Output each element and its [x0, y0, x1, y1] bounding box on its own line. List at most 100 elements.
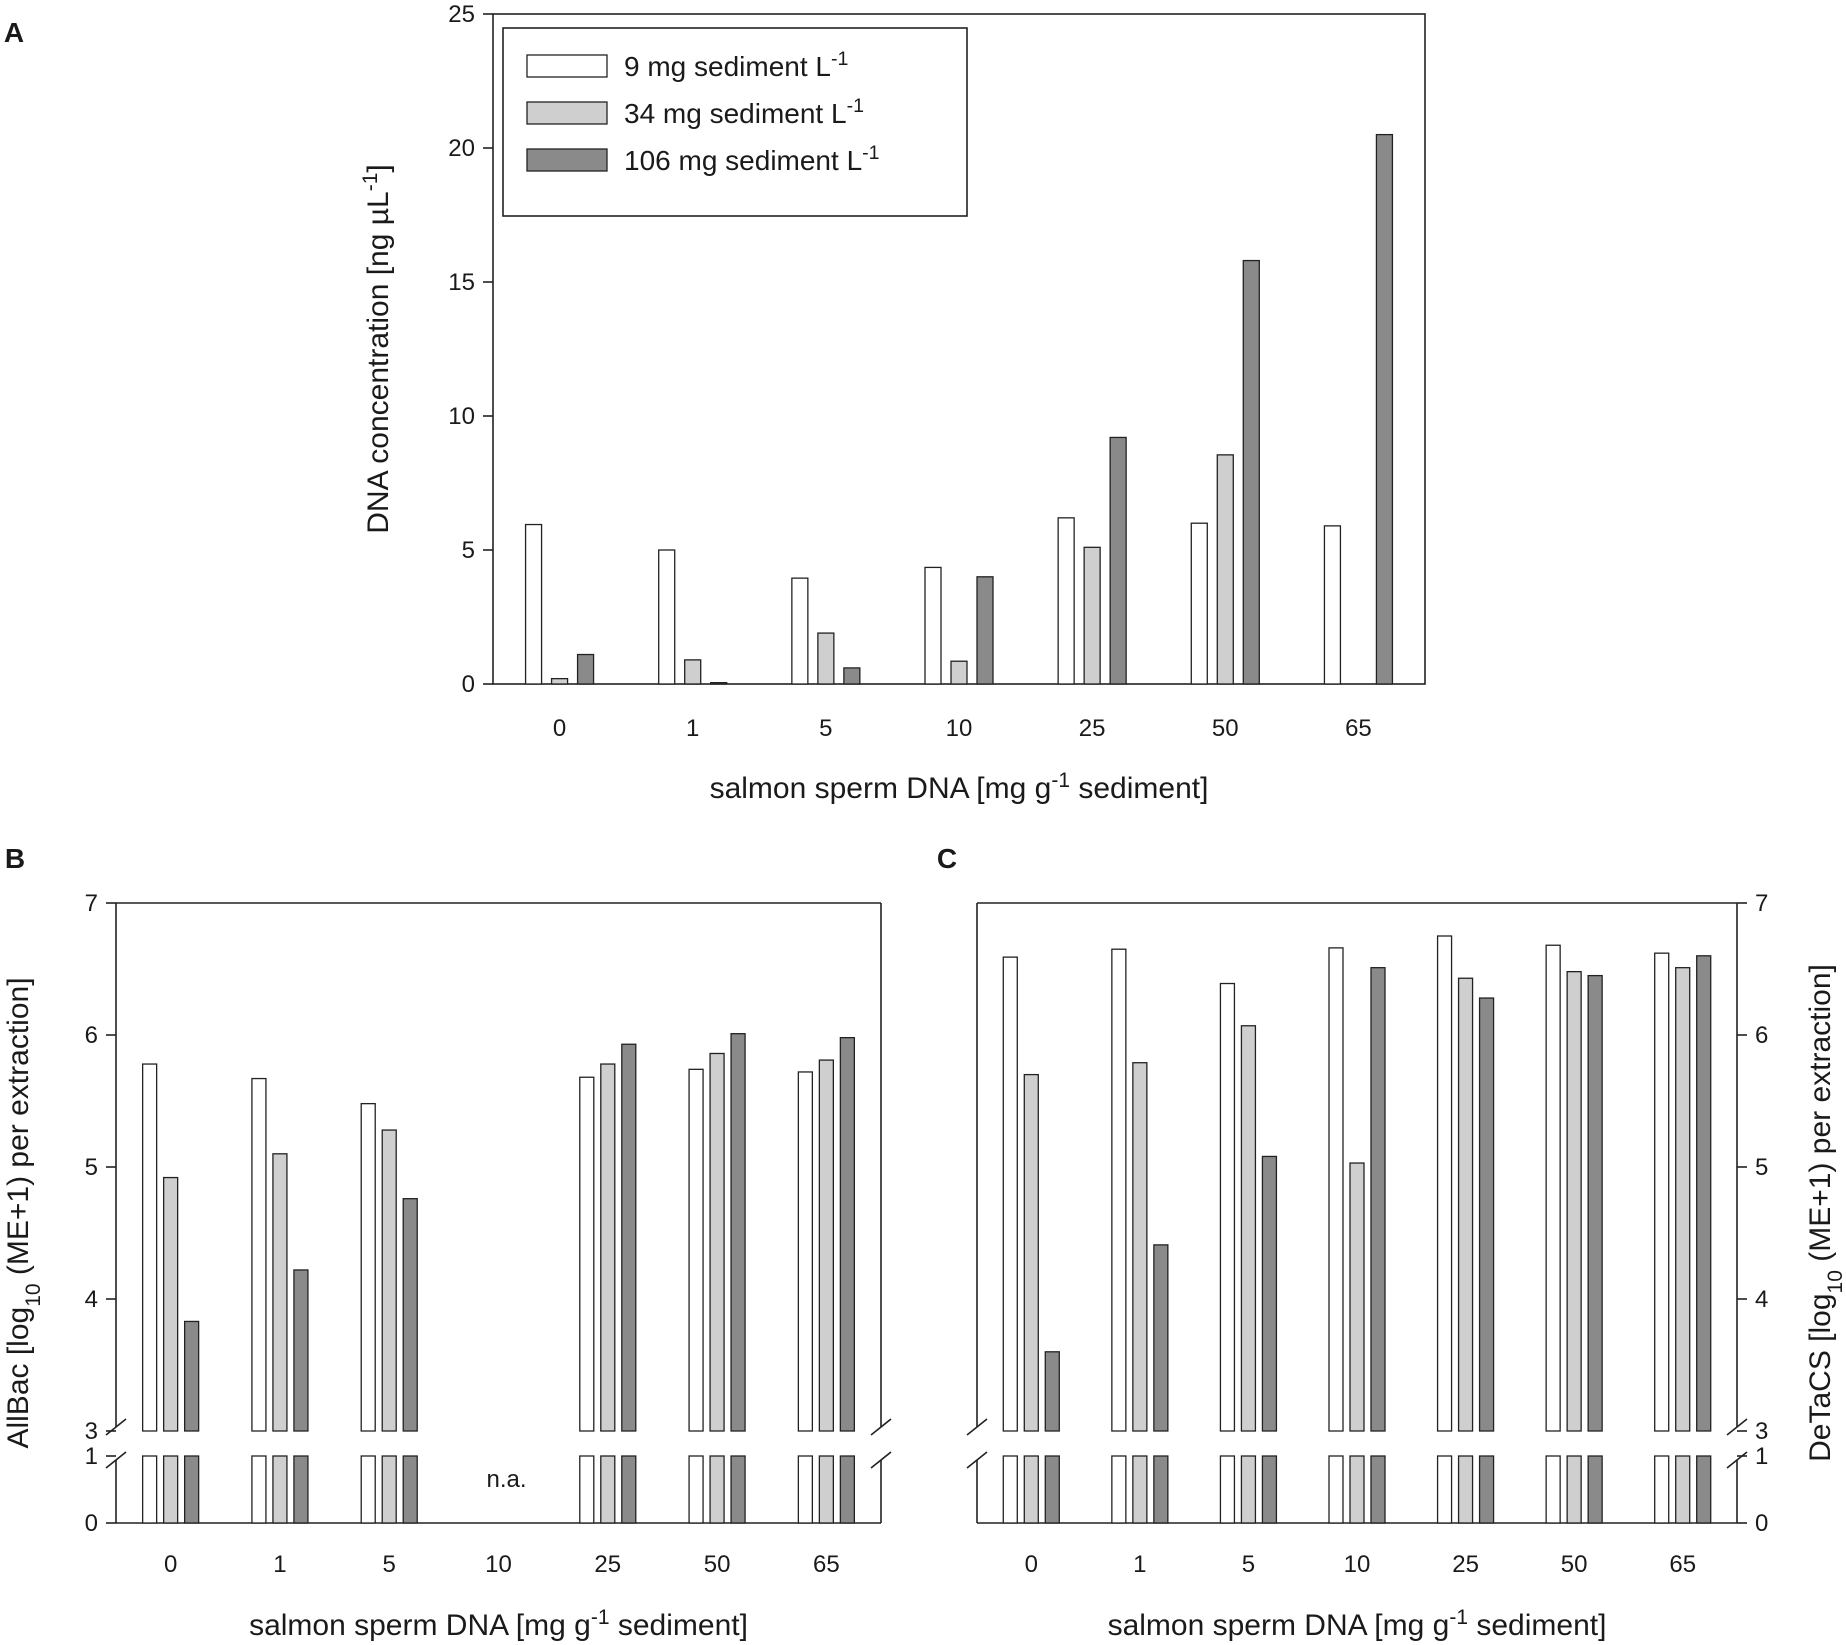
legend-entry: 34 mg sediment L-1 [624, 95, 864, 129]
y-tick-label-c: 0 [1755, 1510, 1768, 1537]
bar-lower-b [579, 1455, 595, 1524]
bar-b [293, 1269, 309, 1432]
y-tick-label-c: 6 [1755, 1022, 1768, 1049]
y-tick-label-a: 20 [448, 135, 475, 162]
bar-a [1109, 436, 1127, 685]
bar-a [924, 566, 942, 685]
x-tick-label-b: 10 [485, 1551, 512, 1578]
y-tick-label-b: 1 [85, 1443, 98, 1470]
bar-b [162, 1176, 179, 1432]
y-tick-label-c: 4 [1755, 1286, 1768, 1313]
legend-entry: 9 mg sediment L-1 [624, 48, 848, 82]
axis-break-mark-c [966, 1451, 988, 1469]
x-tick-label-a: 65 [1345, 715, 1372, 742]
y-tick-label-c: 3 [1755, 1418, 1768, 1445]
bar-c [1002, 956, 1018, 1432]
bar-a [576, 653, 595, 685]
y-tick-label-b: 0 [85, 1510, 98, 1537]
bar-a [1057, 517, 1075, 685]
x-tick-label-c: 65 [1669, 1551, 1696, 1578]
x-axis-title-a: salmon sperm DNA [mg g-1 sediment] [710, 769, 1209, 806]
bar-a [843, 667, 861, 685]
bar-c [1587, 974, 1603, 1432]
bar-lower-c [1696, 1455, 1712, 1524]
bar-b [183, 1320, 200, 1432]
annotation-na: n.a. [486, 1466, 526, 1493]
bar-b [402, 1198, 418, 1432]
x-tick-label-a: 10 [946, 715, 973, 742]
y-tick-label-a: 0 [462, 671, 475, 698]
y-tick-label-a: 15 [448, 269, 475, 296]
bar-a [791, 577, 809, 685]
bar-lower-c [1328, 1455, 1344, 1524]
bar-a [1190, 522, 1208, 685]
bar-a [976, 576, 994, 685]
bar-c [1328, 947, 1344, 1432]
bar-lower-b [272, 1455, 288, 1524]
bar-lower-b [688, 1455, 704, 1524]
bar-lower-b [162, 1455, 179, 1524]
bar-lower-c [1023, 1455, 1039, 1524]
legend-entry: 106 mg sediment L-1 [624, 142, 880, 176]
y-tick-label-c: 5 [1755, 1154, 1768, 1181]
panel-label-a: A [4, 17, 24, 48]
axis-break-mark-b [870, 1418, 892, 1436]
bar-b [621, 1043, 637, 1432]
bar-b [688, 1068, 704, 1432]
bar-lower-b [818, 1455, 835, 1524]
bar-c [1545, 944, 1561, 1432]
bar-lower-c [1132, 1455, 1148, 1524]
bar-lower-c [1654, 1455, 1670, 1524]
x-tick-label-c: 10 [1344, 1551, 1371, 1578]
x-tick-label-a: 1 [686, 715, 699, 742]
bar-lower-b [797, 1455, 814, 1524]
legend-swatch [526, 101, 608, 125]
bar-lower-c [1153, 1455, 1169, 1524]
bar-lower-b [839, 1455, 856, 1524]
bar-b [797, 1071, 814, 1432]
axis-break-mark-b [105, 1418, 127, 1436]
bar-a [1083, 546, 1101, 685]
bar-lower-b [402, 1455, 418, 1524]
y-tick-label-b: 3 [85, 1418, 98, 1445]
y-tick-label-b: 6 [85, 1022, 98, 1049]
x-axis-title-c: salmon sperm DNA [mg g-1 sediment] [1108, 1606, 1607, 1643]
bar-lower-c [1436, 1455, 1453, 1524]
bar-lower-b [381, 1455, 397, 1524]
x-tick-label-a: 0 [553, 715, 566, 742]
bar-c [1370, 967, 1386, 1432]
x-tick-label-c: 1 [1133, 1551, 1146, 1578]
bar-c [1044, 1351, 1060, 1432]
y-tick-label-a: 10 [448, 403, 475, 430]
bar-lower-c [1566, 1455, 1582, 1524]
y-tick-label-b: 7 [85, 890, 98, 917]
x-tick-label-b: 1 [273, 1551, 286, 1578]
panel-label-b: B [5, 843, 25, 874]
bar-b [709, 1052, 725, 1432]
bar-lower-b [621, 1455, 637, 1524]
x-tick-label-c: 5 [1242, 1551, 1255, 1578]
bar-lower-c [1457, 1455, 1474, 1524]
bar-c [1023, 1073, 1039, 1432]
bar-lower-c [1675, 1455, 1691, 1524]
bar-c [1153, 1244, 1169, 1432]
bar-c [1654, 952, 1670, 1432]
bar-c [1436, 935, 1453, 1432]
bar-c [1240, 1025, 1257, 1432]
bar-lower-c [1240, 1455, 1257, 1524]
bar-lower-b [251, 1455, 267, 1524]
bar-b [730, 1033, 746, 1432]
y-axis-title-b: AllBac [log10 (ME+1) per extraction] [2, 977, 45, 1448]
x-tick-label-b: 0 [164, 1551, 177, 1578]
bar-c [1111, 948, 1127, 1432]
bar-c [1566, 970, 1582, 1432]
bar-b [839, 1036, 856, 1432]
bar-c [1219, 982, 1236, 1432]
bar-b [141, 1063, 158, 1432]
y-tick-label-b: 4 [85, 1286, 98, 1313]
bar-a [710, 682, 728, 685]
bar-a [550, 677, 569, 685]
bar-lower-c [1002, 1455, 1018, 1524]
